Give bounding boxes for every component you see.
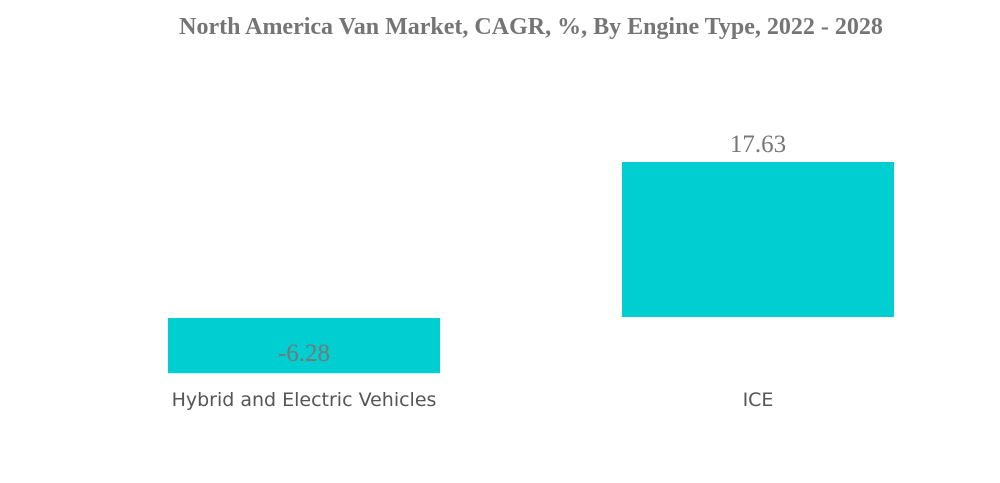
category-label-0: Hybrid and Electric Vehicles: [172, 389, 437, 411]
data-label-1: 17.63: [730, 131, 786, 158]
data-label-0: -6.28: [278, 340, 330, 367]
category-label-1: ICE: [743, 389, 774, 411]
bar-0: [168, 318, 440, 374]
bar-1: [622, 162, 894, 317]
chart-title: North America Van Market, CAGR, %, By En…: [179, 14, 883, 40]
